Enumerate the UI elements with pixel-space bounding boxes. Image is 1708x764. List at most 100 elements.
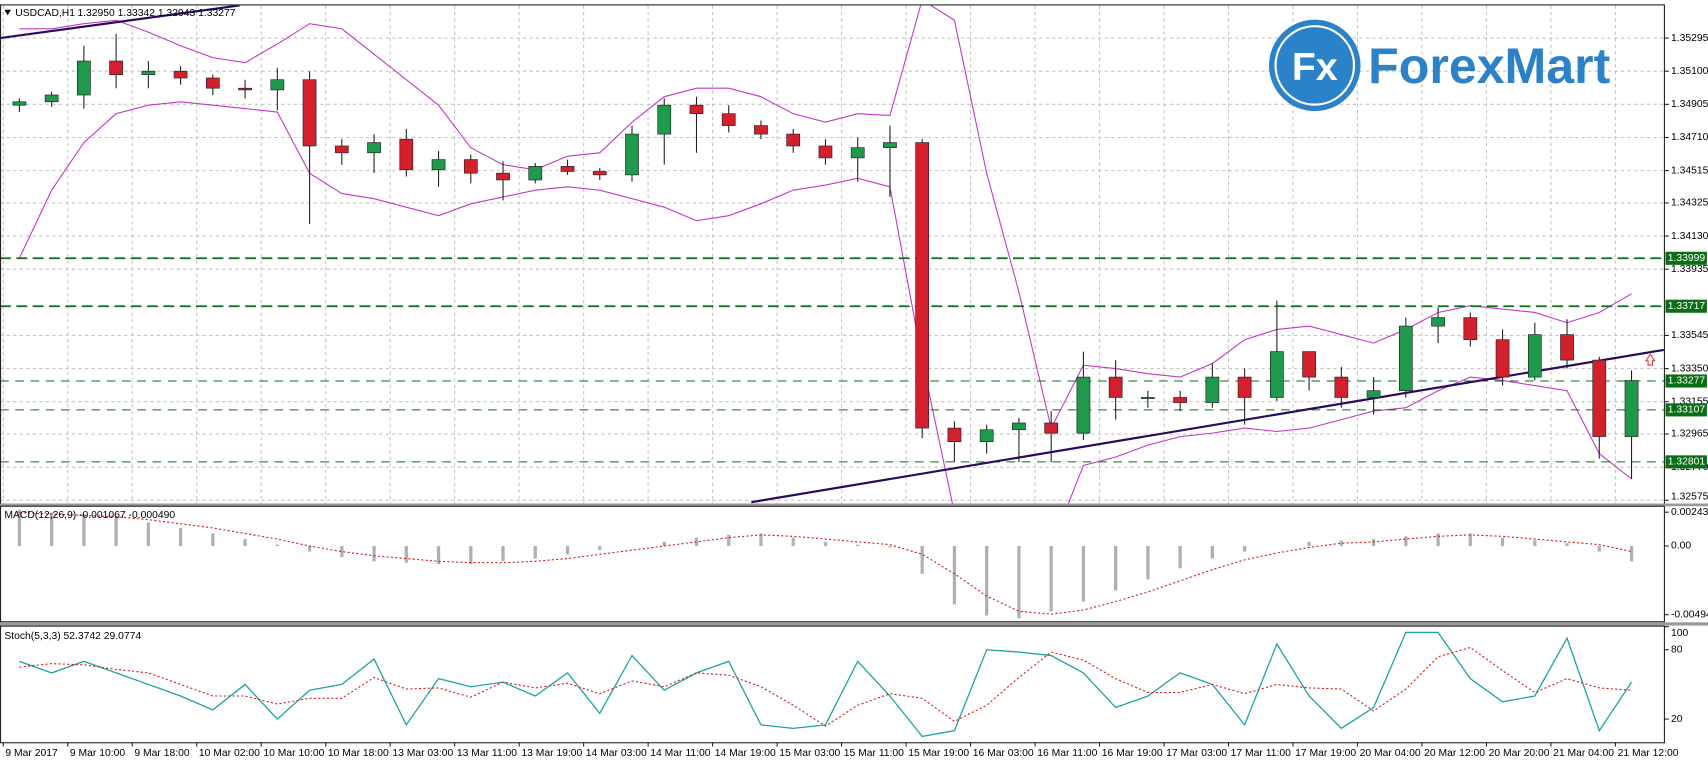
y-tick-label: 1.34905 — [1671, 99, 1708, 110]
candle-body — [1592, 359, 1607, 437]
y-tick-label: 1.32575 — [1671, 492, 1708, 503]
price-panel — [0, 5, 1665, 504]
price-level-label: 1.32801 — [1668, 457, 1706, 468]
macd-bar — [823, 541, 828, 547]
macd-bar — [340, 546, 344, 558]
candle-body — [625, 133, 639, 176]
y-tick-label: 1.34515 — [1671, 165, 1708, 176]
candle-body — [1302, 351, 1316, 378]
macd-bar — [146, 522, 150, 547]
x-tick-label: 20 Mar 12:00 — [1424, 748, 1485, 759]
candle-body — [979, 429, 994, 442]
macd-bar — [1017, 546, 1021, 619]
macd-bar — [178, 527, 183, 547]
macd-bar — [1436, 533, 1440, 547]
panel-border — [0, 625, 1665, 744]
panel-separator — [0, 622, 1708, 626]
candle-body — [592, 171, 607, 176]
macd-bar — [1242, 546, 1247, 552]
macd-bar — [533, 546, 537, 559]
x-tick-label: 14 Mar 11:00 — [650, 748, 710, 759]
x-tick-label: 9 Mar 10:00 — [70, 748, 125, 759]
macd-bar — [598, 546, 602, 551]
menu-triangle[interactable] — [4, 9, 11, 16]
x-tick-label: 16 Mar 19:00 — [1102, 748, 1163, 759]
macd-bar — [372, 546, 376, 562]
candle-body — [141, 70, 156, 75]
candle-body — [1334, 376, 1349, 398]
price-level-label: 1.33277 — [1668, 376, 1706, 387]
candle-body — [431, 159, 446, 171]
macd-bar — [275, 544, 279, 547]
stoch-panel — [19, 631, 1633, 738]
candle-body — [850, 147, 865, 159]
macd-bar — [501, 546, 505, 562]
y-tick-label: 1.35295 — [1671, 33, 1708, 44]
macd-bar — [920, 546, 924, 574]
y-tick-label: 1.35100 — [1671, 66, 1708, 77]
x-tick-label: 17 Mar 19:00 — [1295, 748, 1356, 759]
candle-body — [1624, 380, 1639, 437]
candle-body — [786, 133, 801, 147]
candle-body — [496, 172, 510, 181]
y-tick-label: 0.00 — [1671, 541, 1691, 552]
macd-bar — [1339, 540, 1343, 547]
macd-bar — [17, 509, 22, 547]
candle-body — [302, 79, 317, 147]
macd-bar — [1500, 537, 1505, 547]
price-level-tag — [1665, 299, 1707, 313]
macd-bar — [1114, 546, 1118, 591]
candle-body — [238, 87, 252, 91]
y-tick-label: 1.32965 — [1671, 429, 1708, 440]
x-tick-label: 13 Mar 11:00 — [457, 748, 517, 759]
macd-bar — [662, 541, 666, 547]
price-level-label: 1.33717 — [1668, 301, 1706, 312]
candle-body — [463, 159, 478, 174]
macd-bar — [1533, 540, 1537, 547]
y-tick-label: 20 — [1671, 714, 1683, 725]
candle-body — [44, 94, 59, 103]
chart-title: USDCAD,H1 — [15, 8, 75, 19]
price-level-label: 1.33999 — [1668, 253, 1706, 264]
x-tick-label: 9 Mar 2017 — [5, 748, 58, 759]
x-tick-label: 10 Mar 18:00 — [328, 748, 389, 759]
candle-body — [1366, 390, 1381, 398]
candle-body — [1012, 422, 1026, 431]
x-tick-label: 15 Mar 11:00 — [844, 748, 904, 759]
x-tick-label: 15 Mar 03:00 — [779, 748, 840, 759]
candle-body — [109, 60, 123, 75]
y-tick-label: 1.33545 — [1671, 330, 1708, 341]
panel-title: MACD(12,26,9) -0.001067 -0.000490 — [4, 510, 175, 521]
y-tick-label: 80 — [1671, 645, 1683, 656]
macd-bar — [1597, 546, 1601, 552]
candle-body — [560, 166, 575, 172]
macd-bar — [1081, 546, 1086, 602]
x-tick-label: 13 Mar 19:00 — [521, 748, 582, 759]
x-tick-label: 10 Mar 10:00 — [263, 748, 324, 759]
candle-body — [1463, 317, 1478, 341]
logo-mark: Fx — [1292, 45, 1338, 89]
macd-bar — [985, 546, 989, 616]
x-tick-label: 20 Mar 20:00 — [1489, 748, 1550, 759]
y-tick-label: 1.34130 — [1671, 231, 1708, 242]
y-tick-label: 1.33935 — [1671, 264, 1708, 275]
candle-body — [399, 138, 414, 171]
candle-body — [1108, 376, 1123, 398]
candle-body — [1044, 422, 1059, 434]
candle-body — [367, 142, 381, 154]
y-tick-label: 0.002434 — [1671, 507, 1708, 518]
y-tick-label: 1.33350 — [1671, 363, 1708, 374]
logo-ring — [1274, 25, 1356, 106]
x-tick-label: 21 Mar 12:00 — [1618, 748, 1679, 759]
candle-body — [689, 104, 704, 115]
macd-panel — [17, 509, 1634, 619]
candle-body — [1269, 351, 1284, 398]
x-tick-label: 16 Mar 11:00 — [1037, 748, 1097, 759]
candle-body — [1237, 376, 1252, 398]
candle-body — [270, 79, 285, 91]
candle-body — [528, 166, 543, 181]
candle-body — [721, 113, 736, 126]
